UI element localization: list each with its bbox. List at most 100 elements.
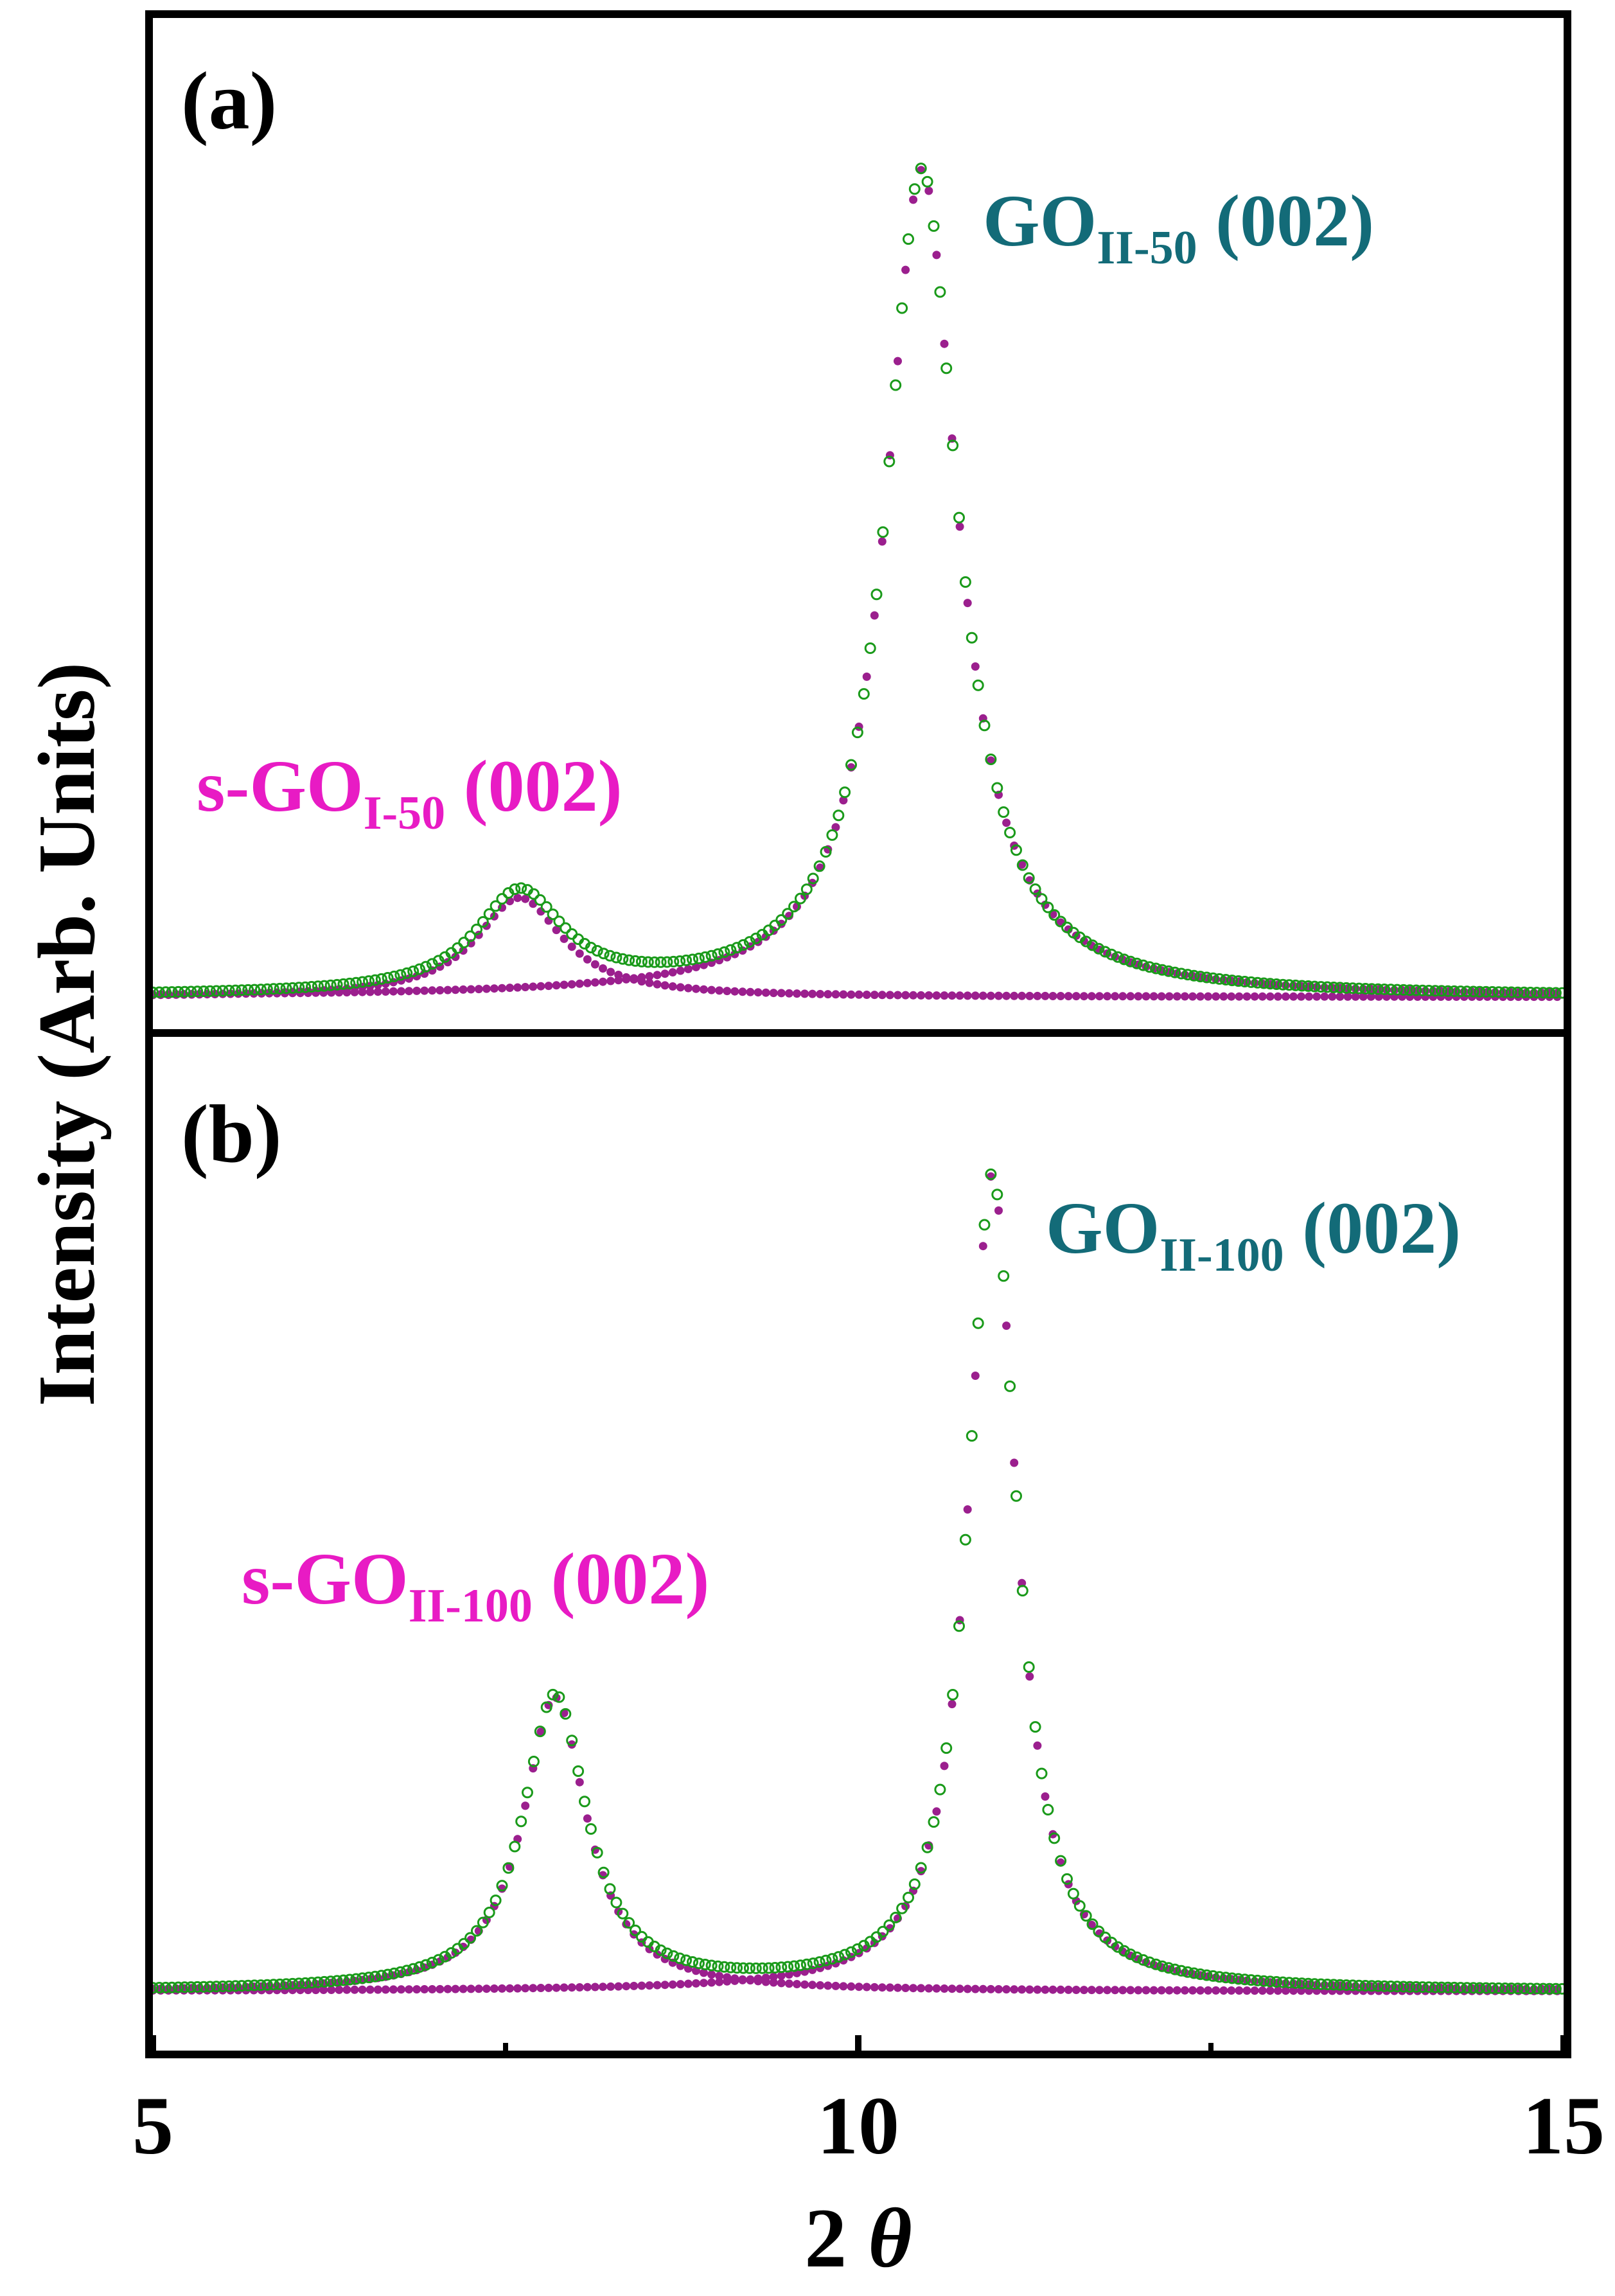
- panel-a-data-point: [1309, 980, 1321, 993]
- panel-b-fit-1-point: [878, 1983, 887, 1992]
- panel-a-data-point: [845, 759, 857, 771]
- panel-b-data-point: [1036, 1767, 1048, 1779]
- panel-a-data-point: [1106, 948, 1118, 960]
- panel-a-data-point: [648, 956, 660, 968]
- x-axis-label-symbol: θ: [868, 2191, 912, 2285]
- panel-b-data-point: [357, 1972, 369, 1984]
- panel-b-data-point: [756, 1962, 768, 1974]
- panel-b-data-point: [579, 1796, 590, 1808]
- panel-b-fit-2-point: [459, 1984, 468, 1993]
- panel-a-data-point: [414, 963, 425, 975]
- panel-a-data-point: [1156, 964, 1169, 976]
- panel-a-fit-1-point: [978, 991, 987, 1000]
- panel-b-fit-2-point: [350, 1985, 359, 1994]
- panel-a-measured-data: [147, 163, 1568, 999]
- panel-b-fit-1-point: [1079, 1986, 1088, 1995]
- panel-a-fit-1-point: [847, 990, 856, 999]
- panel-b-data-point: [1423, 1981, 1435, 1993]
- panel-a-fit-2-point: [521, 983, 530, 991]
- panel-b-data-point: [1340, 1979, 1352, 1991]
- panel-a-data-point: [788, 901, 800, 913]
- panel-a-fit-1-point: [560, 934, 569, 943]
- panel-b-data-point: [667, 1950, 680, 1962]
- panel-a-peak-1-label: s-GOI-50 (002): [197, 745, 622, 840]
- panel-a-data-point: [1296, 980, 1308, 992]
- panel-b-data-point: [934, 1783, 946, 1796]
- panel-b-fit-1-point: [800, 1980, 809, 1989]
- panel-a-data-point: [1505, 986, 1517, 998]
- panel-a-fit-2-point: [451, 985, 460, 994]
- panel-a-fit-1-point: [684, 984, 693, 993]
- panel-b-data-point: [1461, 1982, 1473, 1994]
- panel-b-fit-2-point: [630, 1981, 639, 1990]
- panel-b-data-point: [261, 1979, 273, 1991]
- panel-a-fit-1-point: [839, 990, 848, 999]
- panel-b-fit-1-point: [1064, 1985, 1073, 1994]
- panel-b-data-point: [166, 1981, 178, 1993]
- panel-a-fit-2-point: [358, 987, 367, 996]
- panel-a-data-point: [985, 754, 997, 765]
- panel-b-data-point: [522, 1787, 533, 1799]
- panel-b-data-point: [1346, 1979, 1359, 1991]
- panel-a-fit-2-point: [614, 976, 623, 985]
- panel-b-fit-2-point: [668, 1980, 677, 1989]
- panel-a-fit-2-point: [443, 985, 452, 994]
- panel-b-fit-1-point: [521, 1801, 530, 1810]
- panel-b-fit-1-point: [1250, 1986, 1259, 1995]
- panel-a-data-point: [1391, 984, 1403, 996]
- panel-b-data-point: [471, 1925, 482, 1937]
- panel-b-data-point: [236, 1980, 248, 1992]
- panel-b-fit-1-point: [862, 1983, 871, 1991]
- panel-a-data-point: [1283, 979, 1295, 991]
- panel-b-data-point: [718, 1961, 730, 1973]
- panel-b-data-point: [705, 1959, 718, 1972]
- panel-a-data-point: [566, 928, 578, 940]
- panel-a-data-point: [826, 829, 838, 841]
- panel-a-fit-2-point: [420, 986, 429, 995]
- panel-a-fit-1-point: [1196, 992, 1205, 1001]
- panel-a-data-point: [635, 955, 648, 967]
- panel-b-fit-1-point: [808, 1981, 817, 1990]
- panel-b-data-point: [483, 1907, 495, 1918]
- panel-b-data-point: [1067, 1887, 1079, 1900]
- panel-a-data-point: [870, 588, 883, 601]
- panel-a-fit-2-point: [389, 987, 398, 996]
- panel-b-fit-2-point: [1010, 1458, 1019, 1467]
- panel-b-data-point: [883, 1919, 896, 1931]
- panel-a-fit-2-point: [637, 973, 646, 982]
- panel-a-fit-1-point: [1010, 991, 1019, 1000]
- panel-a-data-point: [1340, 982, 1352, 994]
- panel-a-fit-2-point: [1002, 818, 1011, 827]
- panel-b-data-point: [1086, 1918, 1099, 1930]
- panel-b-fit-2-point: [544, 1983, 553, 1992]
- panel-a-data-point: [667, 955, 680, 967]
- panel-b-data-point: [375, 1970, 387, 1982]
- panel-a-data-point: [426, 958, 438, 970]
- panel-b-data-point: [1487, 1982, 1499, 1994]
- panel-b-data-point: [407, 1963, 419, 1975]
- panel-b-data-point: [337, 1974, 349, 1986]
- panel-b-data-point: [1429, 1981, 1442, 1993]
- panel-b-data-point: [1137, 1954, 1149, 1966]
- panel-b-data-point: [432, 1954, 445, 1966]
- panel-a-data-point: [515, 882, 527, 894]
- panel-b-fit-2-point: [723, 1977, 732, 1986]
- panel-a-data-point: [1353, 982, 1365, 994]
- panel-b-fit-2-point: [358, 1985, 367, 1994]
- panel-a-fit-1-point: [1165, 992, 1174, 1001]
- panel-a-fit-2-point: [684, 964, 693, 973]
- panel-b-data-point: [597, 1866, 610, 1878]
- panel-a-data-point: [661, 956, 673, 968]
- panel-b-fit-2-point: [971, 1372, 980, 1380]
- panel-a-data-point: [204, 985, 216, 997]
- panel-a-fit-1-point: [513, 894, 522, 903]
- panel-b-data-point: [1175, 1965, 1187, 1977]
- panel-b-data-point: [1010, 1490, 1022, 1502]
- panel-a-data-point: [318, 980, 330, 992]
- panel-a-fit-1-point: [963, 991, 972, 1000]
- panel-a-data-point: [800, 883, 813, 896]
- panel-a-fit-2-point: [366, 987, 375, 996]
- panel-a-data-point: [1372, 983, 1384, 995]
- panel-a-data-point: [693, 952, 705, 964]
- panel-a-fit-2-point: [474, 985, 483, 994]
